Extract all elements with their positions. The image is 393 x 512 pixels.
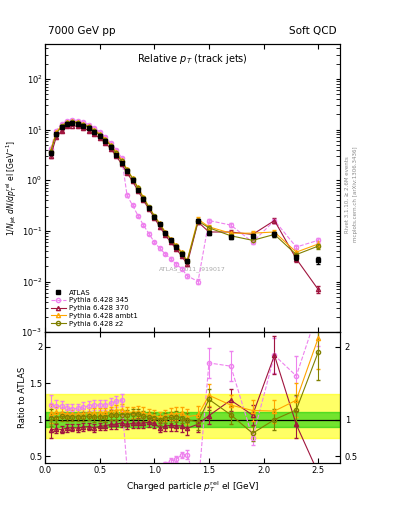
- Text: ATLAS_2011_I919017: ATLAS_2011_I919017: [159, 266, 226, 271]
- Legend: ATLAS, Pythia 6.428 345, Pythia 6.428 370, Pythia 6.428 ambt1, Pythia 6.428 z2: ATLAS, Pythia 6.428 345, Pythia 6.428 37…: [49, 288, 140, 329]
- Text: 7000 GeV pp: 7000 GeV pp: [48, 26, 116, 36]
- Y-axis label: Ratio to ATLAS: Ratio to ATLAS: [18, 367, 26, 429]
- Y-axis label: $1/N_\mathrm{jet}\ dN/dp^\mathrm{rel}_T\ \mathrm{el}\ [\mathrm{GeV}^{-1}]$: $1/N_\mathrm{jet}\ dN/dp^\mathrm{rel}_T\…: [4, 140, 19, 236]
- Text: mcplots.cern.ch [arXiv:1306.3436]: mcplots.cern.ch [arXiv:1306.3436]: [353, 147, 358, 242]
- Text: Soft QCD: Soft QCD: [289, 26, 337, 36]
- X-axis label: Charged particle $p_T^{\rm rel}$ el [GeV]: Charged particle $p_T^{\rm rel}$ el [GeV…: [126, 479, 259, 494]
- Text: Relative $p_T$ (track jets): Relative $p_T$ (track jets): [137, 52, 248, 66]
- Text: Rivet 3.1.10, ≥ 2.6M events: Rivet 3.1.10, ≥ 2.6M events: [345, 156, 350, 233]
